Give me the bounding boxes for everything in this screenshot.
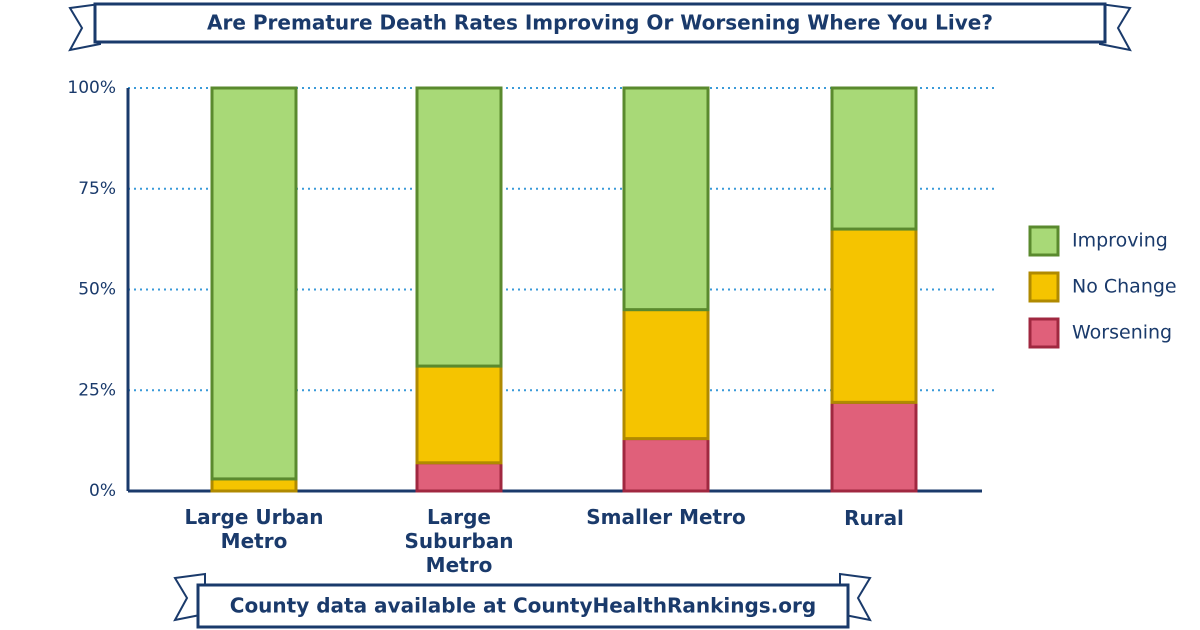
footer-text: County data available at CountyHealthRan… — [230, 594, 816, 618]
bar-segment — [830, 227, 918, 404]
y-tick-label: 100% — [67, 78, 116, 98]
bar-segment — [830, 86, 918, 231]
y-tick-label: 75% — [78, 179, 116, 199]
title-banner — [93, 2, 1107, 44]
bar-segment — [210, 477, 298, 493]
bar-segment — [622, 86, 710, 312]
bar-segment — [830, 400, 918, 493]
bar-segment — [210, 86, 298, 481]
bar-segment — [622, 437, 710, 493]
x-tick-label: Large Urban Metro — [184, 505, 324, 553]
legend-swatch — [1028, 317, 1060, 349]
x-tick-label: Rural — [844, 506, 904, 530]
chart-title: Are Premature Death Rates Improving Or W… — [207, 11, 993, 35]
x-tick-label: Smaller Metro — [586, 505, 746, 529]
legend-swatch — [1028, 225, 1060, 257]
bar-segment — [415, 364, 503, 465]
legend-swatch — [1028, 271, 1060, 303]
y-tick-label: 0% — [89, 481, 116, 501]
y-tick-label: 25% — [78, 380, 116, 400]
footer-banner — [196, 583, 850, 629]
legend-label: Worsening — [1072, 322, 1172, 344]
legend-label: No Change — [1072, 276, 1177, 298]
bar-segment — [415, 461, 503, 493]
legend-label: Improving — [1072, 230, 1168, 252]
x-tick-label: Large Suburban Metro — [404, 505, 514, 577]
bar-segment — [415, 86, 503, 368]
y-tick-label: 50% — [78, 280, 116, 300]
bar-segment — [622, 308, 710, 441]
